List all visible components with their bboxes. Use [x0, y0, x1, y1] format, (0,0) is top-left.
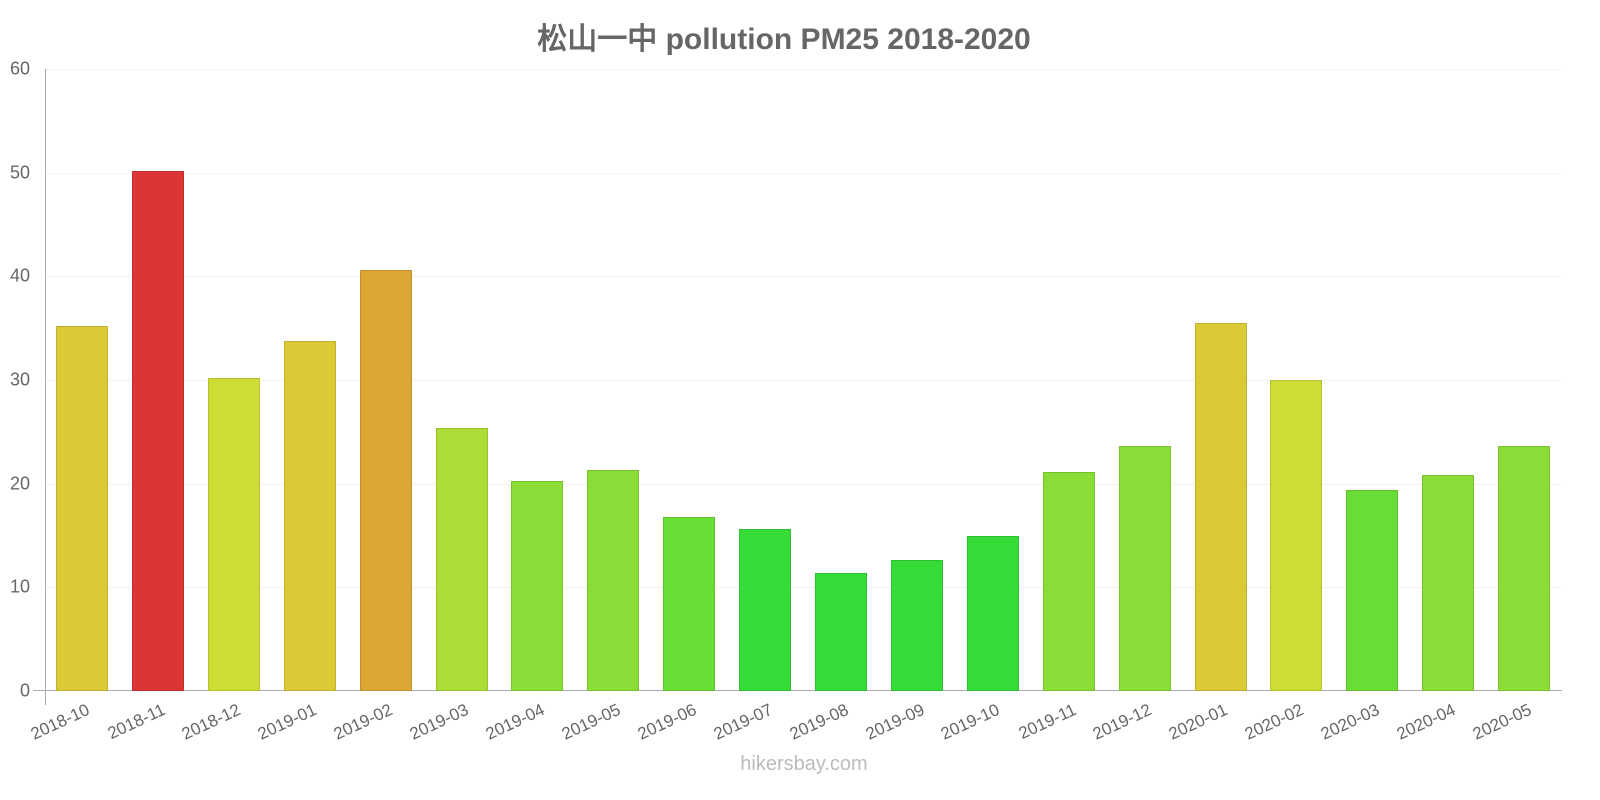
gridline [46, 69, 1562, 70]
x-tick-label: 2018-12 [179, 700, 244, 744]
x-tick-label: 2020-02 [1241, 700, 1307, 744]
gridline [46, 587, 1562, 589]
gridline [46, 380, 1562, 381]
bar-2019-01 [283, 340, 336, 691]
x-axis [33, 690, 1562, 691]
y-tick-label: 10 [9, 576, 30, 597]
y-tick-label: 0 [19, 680, 30, 701]
bar-2018-10 [56, 326, 108, 691]
bar-2019-12 [1118, 446, 1171, 691]
bar-2020-04 [1422, 475, 1475, 691]
bar-2019-11 [1042, 472, 1095, 691]
x-tick-label: 2020-03 [1317, 700, 1383, 744]
bar-2020-01 [1194, 322, 1247, 691]
x-tick-label: 2019-01 [255, 700, 320, 744]
bar-2018-12 [207, 377, 260, 691]
bar-2019-09 [890, 560, 943, 691]
x-tick-label: 2019-08 [786, 700, 852, 744]
bar-2018-11 [131, 170, 184, 691]
x-tick-label: 2019-05 [558, 700, 624, 744]
bar-2019-02 [359, 270, 412, 691]
x-tick-label: 2020-01 [1165, 700, 1231, 744]
watermark: hikersbay.com [740, 753, 868, 775]
bar-2020-03 [1346, 489, 1399, 691]
y-tick-label: 50 [9, 162, 30, 183]
x-tick-label: 2019-09 [862, 700, 927, 744]
bar-2019-03 [435, 427, 488, 691]
bar-2020-05 [1498, 446, 1551, 691]
bar-2019-10 [966, 535, 1019, 691]
x-tick-label: 2018-10 [27, 700, 93, 744]
x-tick-label: 2019-02 [331, 700, 396, 744]
chart-title: 松山一中 pollution PM25 2018-2020 [537, 23, 1031, 56]
bar-2020-02 [1270, 380, 1323, 691]
bar-2019-08 [815, 572, 867, 691]
y-tick-label: 60 [9, 58, 30, 79]
x-tick-label: 2020-04 [1393, 700, 1459, 744]
y-tick-label: 20 [9, 473, 30, 494]
gridline [46, 172, 1562, 174]
x-tick-label: 2019-03 [406, 700, 472, 744]
x-tick-label: 2019-04 [482, 700, 548, 744]
bar-2019-07 [739, 529, 792, 691]
bar-2019-06 [663, 516, 716, 691]
x-tick-label: 2019-06 [634, 700, 700, 744]
bar-2019-04 [511, 480, 564, 691]
bar-2019-05 [587, 470, 640, 691]
gridline [46, 483, 1562, 485]
x-tick-label: 2018-11 [104, 700, 168, 744]
x-tick-label: 2019-10 [938, 700, 1003, 744]
x-tick-label: 2020-05 [1469, 700, 1535, 744]
y-axis [45, 69, 46, 705]
x-tick-label: 2019-12 [1090, 700, 1155, 744]
x-tick-label: 2019-11 [1015, 700, 1079, 744]
x-tick-label: 2019-07 [710, 700, 776, 744]
gridline [46, 276, 1562, 278]
y-tick-label: 30 [9, 369, 30, 390]
y-tick-label: 40 [9, 265, 30, 286]
